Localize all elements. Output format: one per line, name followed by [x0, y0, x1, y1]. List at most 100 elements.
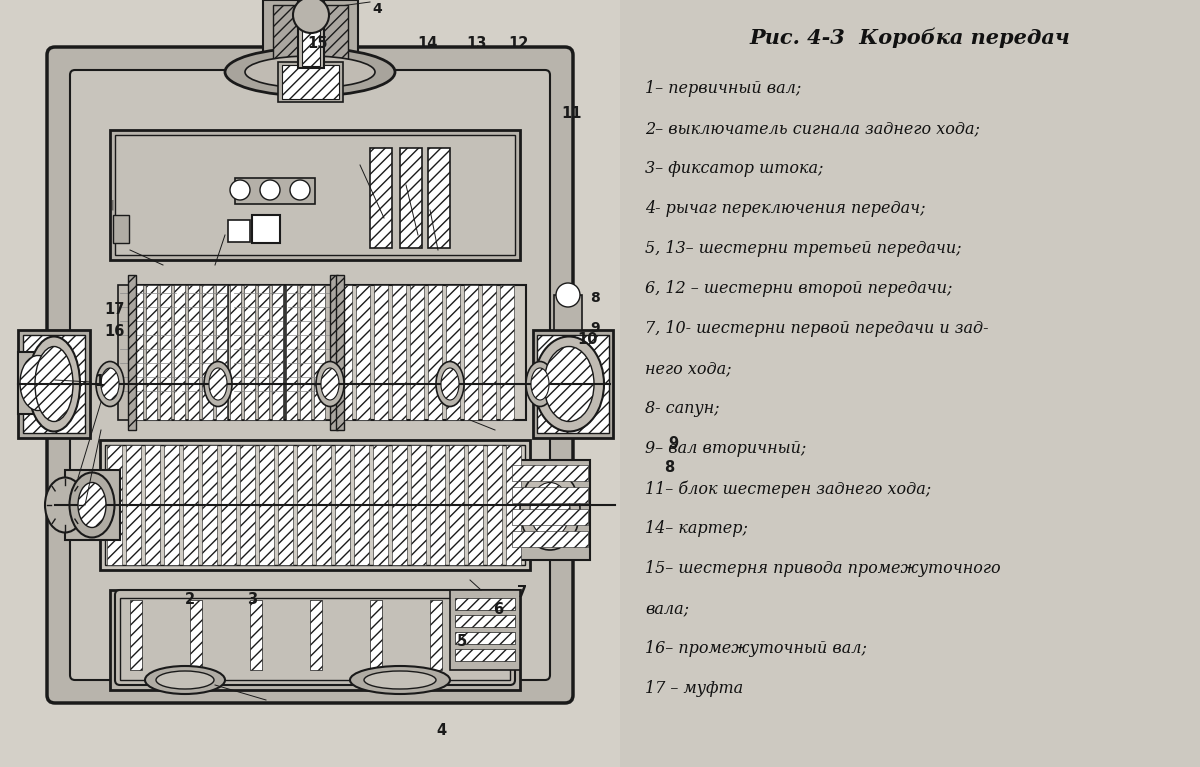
Text: 11: 11: [560, 106, 582, 121]
Ellipse shape: [350, 666, 450, 694]
Bar: [338, 285, 352, 420]
Text: 9: 9: [668, 436, 678, 451]
Ellipse shape: [530, 482, 570, 538]
Text: 11– блок шестерен заднего хода;: 11– блок шестерен заднего хода;: [646, 480, 931, 498]
Ellipse shape: [145, 666, 226, 694]
Text: 4: 4: [372, 2, 382, 16]
Bar: [336, 285, 526, 420]
Bar: [354, 445, 370, 565]
Bar: [146, 285, 157, 420]
Bar: [455, 615, 515, 627]
Bar: [482, 285, 496, 420]
Bar: [278, 62, 343, 102]
Bar: [455, 598, 515, 610]
Bar: [410, 445, 426, 565]
Bar: [258, 285, 269, 420]
Text: ||: ||: [109, 199, 115, 210]
Ellipse shape: [20, 355, 56, 410]
Text: 3– фиксатор штока;: 3– фиксатор штока;: [646, 160, 823, 177]
Bar: [145, 445, 160, 565]
Ellipse shape: [520, 470, 580, 550]
Ellipse shape: [78, 482, 106, 528]
Bar: [370, 600, 382, 670]
Bar: [221, 445, 236, 565]
Text: 8- сапун;: 8- сапун;: [646, 400, 720, 417]
Text: него хода;: него хода;: [646, 360, 732, 377]
Text: 8: 8: [590, 291, 600, 305]
Bar: [538, 335, 610, 433]
Ellipse shape: [35, 347, 73, 422]
Bar: [464, 285, 478, 420]
Bar: [298, 445, 312, 565]
Bar: [330, 275, 338, 430]
Ellipse shape: [46, 478, 85, 532]
Bar: [115, 135, 515, 255]
Text: 15– шестерня привода промежуточного: 15– шестерня привода промежуточного: [646, 560, 1001, 577]
Bar: [449, 445, 464, 565]
Bar: [274, 5, 348, 75]
Bar: [428, 285, 442, 420]
Bar: [428, 148, 450, 248]
Ellipse shape: [316, 361, 344, 407]
Bar: [106, 445, 526, 565]
Bar: [373, 445, 388, 565]
Bar: [113, 215, 130, 243]
Bar: [18, 330, 90, 438]
Bar: [174, 285, 185, 420]
Text: 16: 16: [104, 324, 124, 339]
Bar: [0, 0, 620, 767]
Ellipse shape: [436, 361, 464, 407]
Bar: [455, 649, 515, 661]
Ellipse shape: [28, 337, 80, 432]
Text: 5: 5: [457, 634, 467, 649]
Text: 1: 1: [95, 374, 104, 390]
Text: 2– выключатель сигнала заднего хода;: 2– выключатель сигнала заднего хода;: [646, 120, 980, 137]
Text: 14– картер;: 14– картер;: [646, 520, 748, 537]
Ellipse shape: [534, 337, 604, 432]
Bar: [335, 445, 350, 565]
Bar: [240, 445, 256, 565]
Text: вала;: вала;: [646, 600, 689, 617]
Ellipse shape: [156, 671, 214, 689]
Bar: [232, 285, 284, 420]
Circle shape: [230, 180, 250, 200]
Bar: [230, 285, 241, 420]
Text: 8: 8: [665, 460, 674, 476]
Bar: [506, 445, 521, 565]
Bar: [430, 445, 445, 565]
Bar: [235, 178, 314, 204]
Text: 16– промежуточный вал;: 16– промежуточный вал;: [646, 640, 866, 657]
Text: 3: 3: [247, 592, 257, 607]
Bar: [110, 590, 520, 690]
Bar: [160, 285, 172, 420]
Text: 17: 17: [104, 302, 124, 318]
Bar: [120, 598, 510, 680]
Bar: [487, 445, 502, 565]
Text: 12: 12: [509, 36, 528, 51]
Bar: [533, 330, 613, 438]
Ellipse shape: [530, 368, 550, 400]
Text: 5, 13– шестерни третьей передачи;: 5, 13– шестерни третьей передачи;: [646, 240, 961, 257]
Bar: [356, 285, 370, 420]
Ellipse shape: [204, 361, 232, 407]
Text: 2: 2: [185, 592, 194, 607]
Text: 14: 14: [418, 36, 437, 51]
Bar: [314, 285, 325, 420]
Bar: [286, 285, 298, 420]
Circle shape: [260, 180, 280, 200]
Bar: [286, 285, 336, 420]
Ellipse shape: [101, 368, 119, 400]
Bar: [512, 509, 588, 525]
Text: 15: 15: [307, 36, 329, 51]
Bar: [244, 285, 256, 420]
Bar: [392, 285, 406, 420]
Bar: [468, 445, 482, 565]
Bar: [392, 445, 407, 565]
Bar: [446, 285, 460, 420]
Bar: [512, 531, 588, 547]
Bar: [250, 600, 262, 670]
Ellipse shape: [245, 56, 374, 88]
Bar: [126, 445, 142, 565]
Bar: [430, 600, 442, 670]
Ellipse shape: [96, 361, 124, 407]
